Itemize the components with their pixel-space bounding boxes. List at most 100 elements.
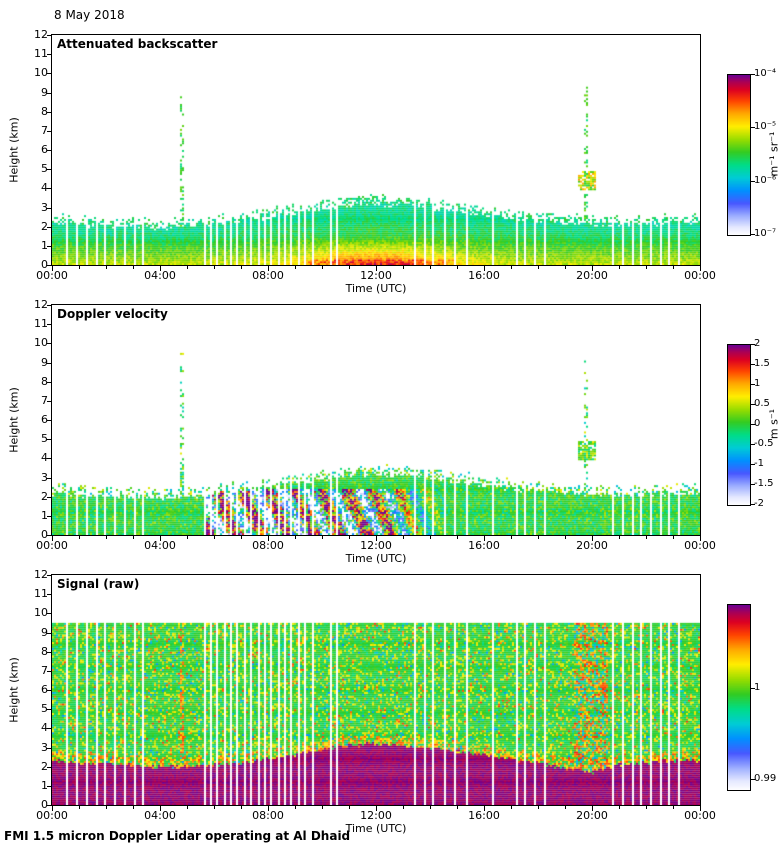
y-tick-mark xyxy=(47,54,52,56)
y-tick-mark xyxy=(47,207,52,209)
x-minor-tick-mark xyxy=(646,806,647,809)
y-tick-mark xyxy=(47,381,52,383)
y-tick-label: 5 xyxy=(41,702,48,716)
y-tick-mark xyxy=(47,496,52,498)
velocity-panel: Doppler velocity xyxy=(51,304,701,536)
y-tick-mark xyxy=(47,515,52,517)
y-tick-label: 9 xyxy=(41,85,48,99)
x-minor-tick-mark xyxy=(295,806,296,809)
y-tick-label: 6 xyxy=(41,143,48,156)
x-tick-label: 00:00 xyxy=(684,269,716,282)
x-tick-mark xyxy=(484,806,485,811)
x-tick-mark xyxy=(376,806,377,811)
backscatter-colorbar xyxy=(727,74,751,236)
colorbar-tick-mark xyxy=(751,74,755,75)
signal-colorbar xyxy=(727,604,751,791)
x-minor-tick-mark xyxy=(511,806,512,809)
x-minor-tick-mark xyxy=(241,536,242,539)
x-tick-label: 20:00 xyxy=(576,539,608,552)
backscatter-heatmap xyxy=(52,35,700,265)
x-minor-tick-mark xyxy=(565,266,566,269)
y-tick-mark xyxy=(47,130,52,132)
x-tick-mark xyxy=(484,266,485,271)
y-tick-mark xyxy=(47,709,52,711)
x-tick-label: 04:00 xyxy=(144,539,176,552)
x-minor-tick-mark xyxy=(457,266,458,269)
x-minor-tick-mark xyxy=(295,266,296,269)
x-minor-tick-mark xyxy=(106,806,107,809)
colorbar-tick-label: 0.99 xyxy=(754,772,777,784)
colorbar-tick-mark xyxy=(751,778,755,780)
x-minor-tick-mark xyxy=(538,806,539,809)
y-tick-mark xyxy=(47,747,52,749)
x-tick-label: 08:00 xyxy=(252,809,284,822)
y-tick-mark xyxy=(47,226,52,228)
x-minor-tick-mark xyxy=(106,536,107,539)
x-axis-label: Time (UTC) xyxy=(345,822,407,835)
x-tick-mark xyxy=(700,536,701,541)
y-tick-mark xyxy=(47,458,52,460)
y-tick-label: 11 xyxy=(34,587,48,601)
x-tick-mark xyxy=(592,806,593,811)
y-tick-label: 0 xyxy=(41,258,48,271)
backscatter-colorbar-gradient xyxy=(728,75,750,235)
x-axis-label: Time (UTC) xyxy=(345,282,407,295)
x-minor-tick-mark xyxy=(241,806,242,809)
x-tick-label: 00:00 xyxy=(684,539,716,552)
x-minor-tick-mark xyxy=(673,266,674,269)
y-tick-mark xyxy=(47,575,52,576)
x-minor-tick-mark xyxy=(511,536,512,539)
x-minor-tick-mark xyxy=(295,536,296,539)
x-minor-tick-mark xyxy=(565,806,566,809)
y-tick-label: 6 xyxy=(41,413,48,426)
y-tick-label: 10 xyxy=(34,66,48,80)
x-minor-tick-mark xyxy=(349,536,350,539)
colorbar-unit-label: m s⁻¹ xyxy=(767,408,780,440)
y-tick-mark xyxy=(47,343,52,345)
x-tick-mark xyxy=(268,536,269,541)
x-minor-tick-mark xyxy=(673,536,674,539)
x-tick-mark xyxy=(268,266,269,271)
y-tick-label: 2 xyxy=(41,219,48,233)
x-minor-tick-mark xyxy=(619,266,620,269)
x-minor-tick-mark xyxy=(187,536,188,539)
signal-heatmap xyxy=(52,575,700,805)
y-tick-mark xyxy=(47,670,52,672)
y-tick-label: 8 xyxy=(41,374,48,388)
y-tick-label: 9 xyxy=(41,625,48,639)
x-minor-tick-mark xyxy=(457,536,458,539)
y-tick-label: 3 xyxy=(41,200,48,214)
x-tick-label: 00:00 xyxy=(36,539,68,552)
y-tick-mark xyxy=(47,305,52,306)
colorbar-tick-mark xyxy=(751,444,755,445)
y-tick-label: 4 xyxy=(41,721,48,735)
colorbar-tick-label: -1.5 xyxy=(754,478,774,489)
y-tick-mark xyxy=(47,73,52,75)
y-tick-mark xyxy=(47,690,52,691)
x-minor-tick-mark xyxy=(646,266,647,269)
y-tick-mark xyxy=(47,805,52,806)
x-minor-tick-mark xyxy=(403,536,404,539)
signal-colorbar-gradient xyxy=(728,605,750,790)
colorbar-tick-label: 10⁻⁶ xyxy=(754,174,777,186)
x-minor-tick-mark xyxy=(538,536,539,539)
velocity-title: Doppler velocity xyxy=(57,307,168,321)
y-tick-label: 6 xyxy=(41,683,48,696)
y-tick-mark xyxy=(47,400,52,402)
y-tick-mark xyxy=(47,150,52,151)
backscatter-panel: Attenuated backscatter xyxy=(51,34,701,266)
x-tick-label: 12:00 xyxy=(360,809,392,822)
y-tick-mark xyxy=(47,766,52,768)
y-tick-label: 1 xyxy=(41,508,48,522)
colorbar-tick-label: -0.5 xyxy=(754,438,774,449)
colorbar-tick-mark xyxy=(751,464,755,465)
y-tick-label: 1 xyxy=(41,238,48,252)
y-tick-mark xyxy=(47,785,52,787)
x-minor-tick-mark xyxy=(187,806,188,809)
x-tick-label: 00:00 xyxy=(684,809,716,822)
y-tick-label: 4 xyxy=(41,181,48,195)
y-tick-mark xyxy=(47,632,52,634)
colorbar-tick-label: 2 xyxy=(754,338,761,349)
x-tick-label: 20:00 xyxy=(576,809,608,822)
